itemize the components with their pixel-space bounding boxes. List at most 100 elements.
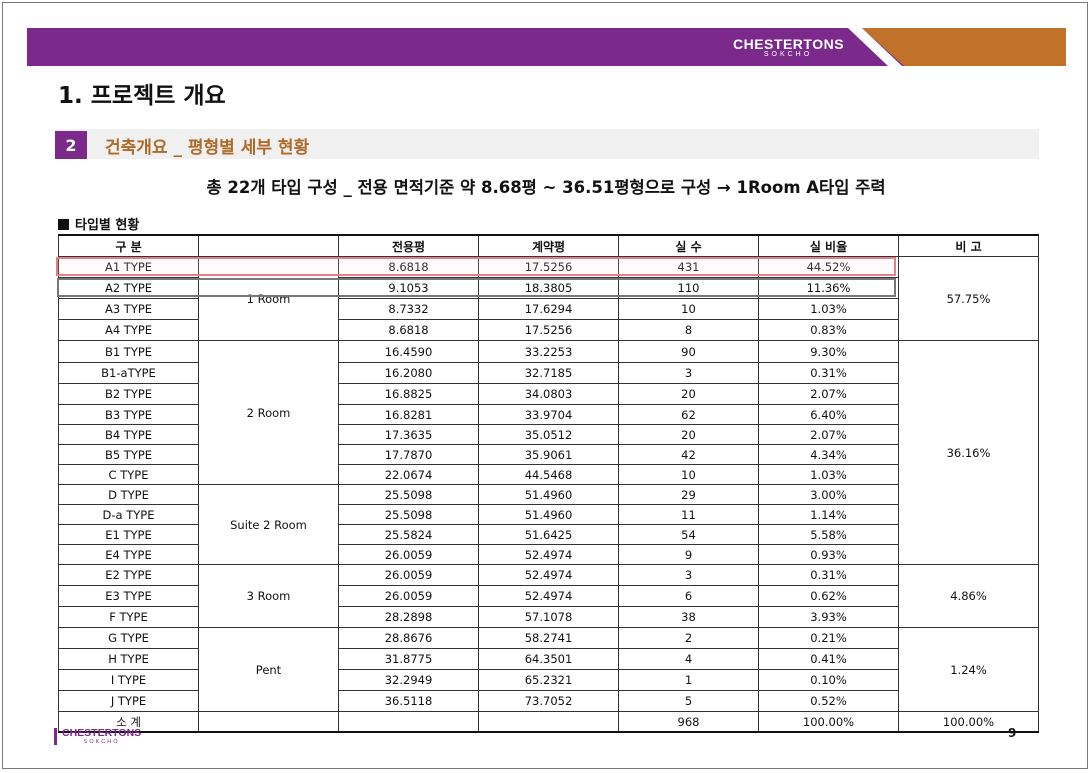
table-row: J TYPE 36.5118 73.7052 5 0.52% bbox=[58, 690, 1039, 712]
type-cell: B3 TYPE bbox=[58, 404, 199, 425]
contract-area-cell: 52.4974 bbox=[478, 564, 619, 586]
square-bullet-icon bbox=[58, 219, 69, 230]
exclusive-area-cell: 16.8825 bbox=[338, 383, 479, 405]
type-cell: D TYPE bbox=[58, 484, 199, 505]
total-empty-cell bbox=[338, 711, 479, 733]
table-total-row: 소 계 968 100.00% 100.00% bbox=[58, 711, 1039, 733]
footer-logo-sub: SOKCHO bbox=[83, 739, 120, 745]
table-row: A4 TYPE 8.6818 17.5256 8 0.83% bbox=[58, 319, 1039, 341]
contract-area-cell: 33.9704 bbox=[478, 404, 619, 425]
total-label-cell: 소 계 bbox=[58, 711, 199, 733]
total-note-cell: 100.00% bbox=[898, 711, 1039, 733]
table-header-row: 구 분 전용평 계약평 실 수 실 비율 비 고 bbox=[58, 234, 1039, 257]
total-count-cell: 968 bbox=[618, 711, 759, 733]
unit-count-cell: 62 bbox=[618, 404, 759, 425]
unit-count-cell: 6 bbox=[618, 585, 759, 607]
contract-area-cell: 65.2321 bbox=[478, 669, 619, 691]
table-body: A1 TYPE 1 Room 8.6818 17.5256 431 44.52% 57.75… bbox=[58, 256, 1039, 733]
unit-ratio-cell: 0.31% bbox=[758, 564, 899, 586]
type-cell: E3 TYPE bbox=[58, 585, 199, 607]
contract-area-cell: 64.3501 bbox=[478, 648, 619, 670]
unit-ratio-cell: 1.03% bbox=[758, 464, 899, 485]
contract-area-cell: 32.7185 bbox=[478, 362, 619, 384]
header-cell: 전용평 bbox=[338, 234, 479, 257]
group-name-cell: Suite 2 Room bbox=[198, 484, 339, 565]
section-bar bbox=[55, 129, 1039, 159]
unit-ratio-cell: 9.30% bbox=[758, 340, 899, 363]
unit-ratio-cell: 6.40% bbox=[758, 404, 899, 425]
contract-area-cell: 52.4974 bbox=[478, 544, 619, 565]
exclusive-area-cell: 16.4590 bbox=[338, 340, 479, 363]
unit-count-cell: 10 bbox=[618, 298, 759, 320]
exclusive-area-cell: 25.5098 bbox=[338, 484, 479, 505]
unit-ratio-cell: 0.10% bbox=[758, 669, 899, 691]
note-cell: 57.75% bbox=[898, 256, 1039, 341]
unit-ratio-cell: 0.52% bbox=[758, 690, 899, 712]
unit-ratio-cell: 1.14% bbox=[758, 504, 899, 525]
contract-area-cell: 34.0803 bbox=[478, 383, 619, 405]
contract-area-cell: 35.9061 bbox=[478, 444, 619, 465]
page-title: 1. 프로젝트 개요 bbox=[58, 83, 226, 109]
unit-ratio-cell: 0.93% bbox=[758, 544, 899, 565]
unit-ratio-cell: 0.31% bbox=[758, 362, 899, 384]
unit-count-cell: 42 bbox=[618, 444, 759, 465]
exclusive-area-cell: 17.3635 bbox=[338, 424, 479, 445]
unit-count-cell: 10 bbox=[618, 464, 759, 485]
exclusive-area-cell: 26.0059 bbox=[338, 564, 479, 586]
group-name-cell: Pent bbox=[198, 627, 339, 712]
table-row: D TYPE Suite 2 Room 25.5098 51.4960 29 3.00% bbox=[58, 484, 1039, 565]
contract-area-cell: 44.5468 bbox=[478, 464, 619, 485]
group-name-cell: 2 Room bbox=[198, 340, 339, 485]
table-row: I TYPE 32.2949 65.2321 1 0.10% bbox=[58, 669, 1039, 691]
unit-count-cell: 20 bbox=[618, 424, 759, 445]
table-row: F TYPE 28.2898 57.1078 38 3.93% bbox=[58, 606, 1039, 628]
exclusive-area-cell: 9.1053 bbox=[338, 277, 479, 299]
footer-logo: CHESTERTONS SOKCHO bbox=[54, 728, 141, 745]
table-row: H TYPE 31.8775 64.3501 4 0.41% bbox=[58, 648, 1039, 670]
unit-count-cell: 29 bbox=[618, 484, 759, 505]
type-cell: B2 TYPE bbox=[58, 383, 199, 405]
type-cell: E1 TYPE bbox=[58, 524, 199, 545]
table-row: G TYPE Pent 28.8676 58.2741 2 0.21% 1.24% bbox=[58, 627, 1039, 712]
type-cell: A3 TYPE bbox=[58, 298, 199, 320]
contract-area-cell: 73.7052 bbox=[478, 690, 619, 712]
header-cell: 계약평 bbox=[478, 234, 619, 257]
header-logo-sub: SOKCHO bbox=[763, 51, 813, 58]
type-cell: J TYPE bbox=[58, 690, 199, 712]
exclusive-area-cell: 22.0674 bbox=[338, 464, 479, 485]
table-row: E1 TYPE 25.5824 51.6425 54 5.58% bbox=[58, 524, 1039, 545]
type-cell: I TYPE bbox=[58, 669, 199, 691]
unit-ratio-cell: 2.07% bbox=[758, 424, 899, 445]
unit-count-cell: 20 bbox=[618, 383, 759, 405]
unit-count-cell: 90 bbox=[618, 340, 759, 363]
unit-ratio-cell: 3.00% bbox=[758, 484, 899, 505]
exclusive-area-cell: 31.8775 bbox=[338, 648, 479, 670]
contract-area-cell: 52.4974 bbox=[478, 585, 619, 607]
contract-area-cell: 33.2253 bbox=[478, 340, 619, 363]
table-row: E2 TYPE 3 Room 26.0059 52.4974 3 0.31% 4.86% bbox=[58, 564, 1039, 628]
contract-area-cell: 58.2741 bbox=[478, 627, 619, 649]
table-caption: 타입별 현황 bbox=[58, 214, 139, 233]
table-row: E4 TYPE 26.0059 52.4974 9 0.93% bbox=[58, 544, 1039, 565]
note-cell: 1.24% bbox=[898, 627, 1039, 712]
type-table: 구 분 전용평 계약평 실 수 실 비율 비 고 A1 TYPE 1 Room 8.… bbox=[58, 234, 1039, 733]
unit-count-cell: 54 bbox=[618, 524, 759, 545]
exclusive-area-cell: 26.0059 bbox=[338, 585, 479, 607]
type-cell: A4 TYPE bbox=[58, 319, 199, 341]
exclusive-area-cell: 32.2949 bbox=[338, 669, 479, 691]
type-cell: E2 TYPE bbox=[58, 564, 199, 586]
exclusive-area-cell: 28.8676 bbox=[338, 627, 479, 649]
contract-area-cell: 17.5256 bbox=[478, 319, 619, 341]
unit-ratio-cell: 4.34% bbox=[758, 444, 899, 465]
unit-count-cell: 38 bbox=[618, 606, 759, 628]
type-cell: F TYPE bbox=[58, 606, 199, 628]
headline: 총 22개 타입 구성 _ 전용 면적기준 약 8.68평 ~ 36.51평형으… bbox=[206, 178, 886, 197]
header-cell: 비 고 bbox=[898, 234, 1039, 257]
exclusive-area-cell: 36.5118 bbox=[338, 690, 479, 712]
exclusive-area-cell: 26.0059 bbox=[338, 544, 479, 565]
table-row: B1 TYPE 2 Room 16.4590 33.2253 90 9.30% 36.16% bbox=[58, 340, 1039, 565]
exclusive-area-cell: 8.7332 bbox=[338, 298, 479, 320]
total-ratio-cell: 100.00% bbox=[758, 711, 899, 733]
unit-ratio-cell: 3.93% bbox=[758, 606, 899, 628]
header-logo: CHESTERTONS SOKCHO bbox=[733, 36, 844, 58]
